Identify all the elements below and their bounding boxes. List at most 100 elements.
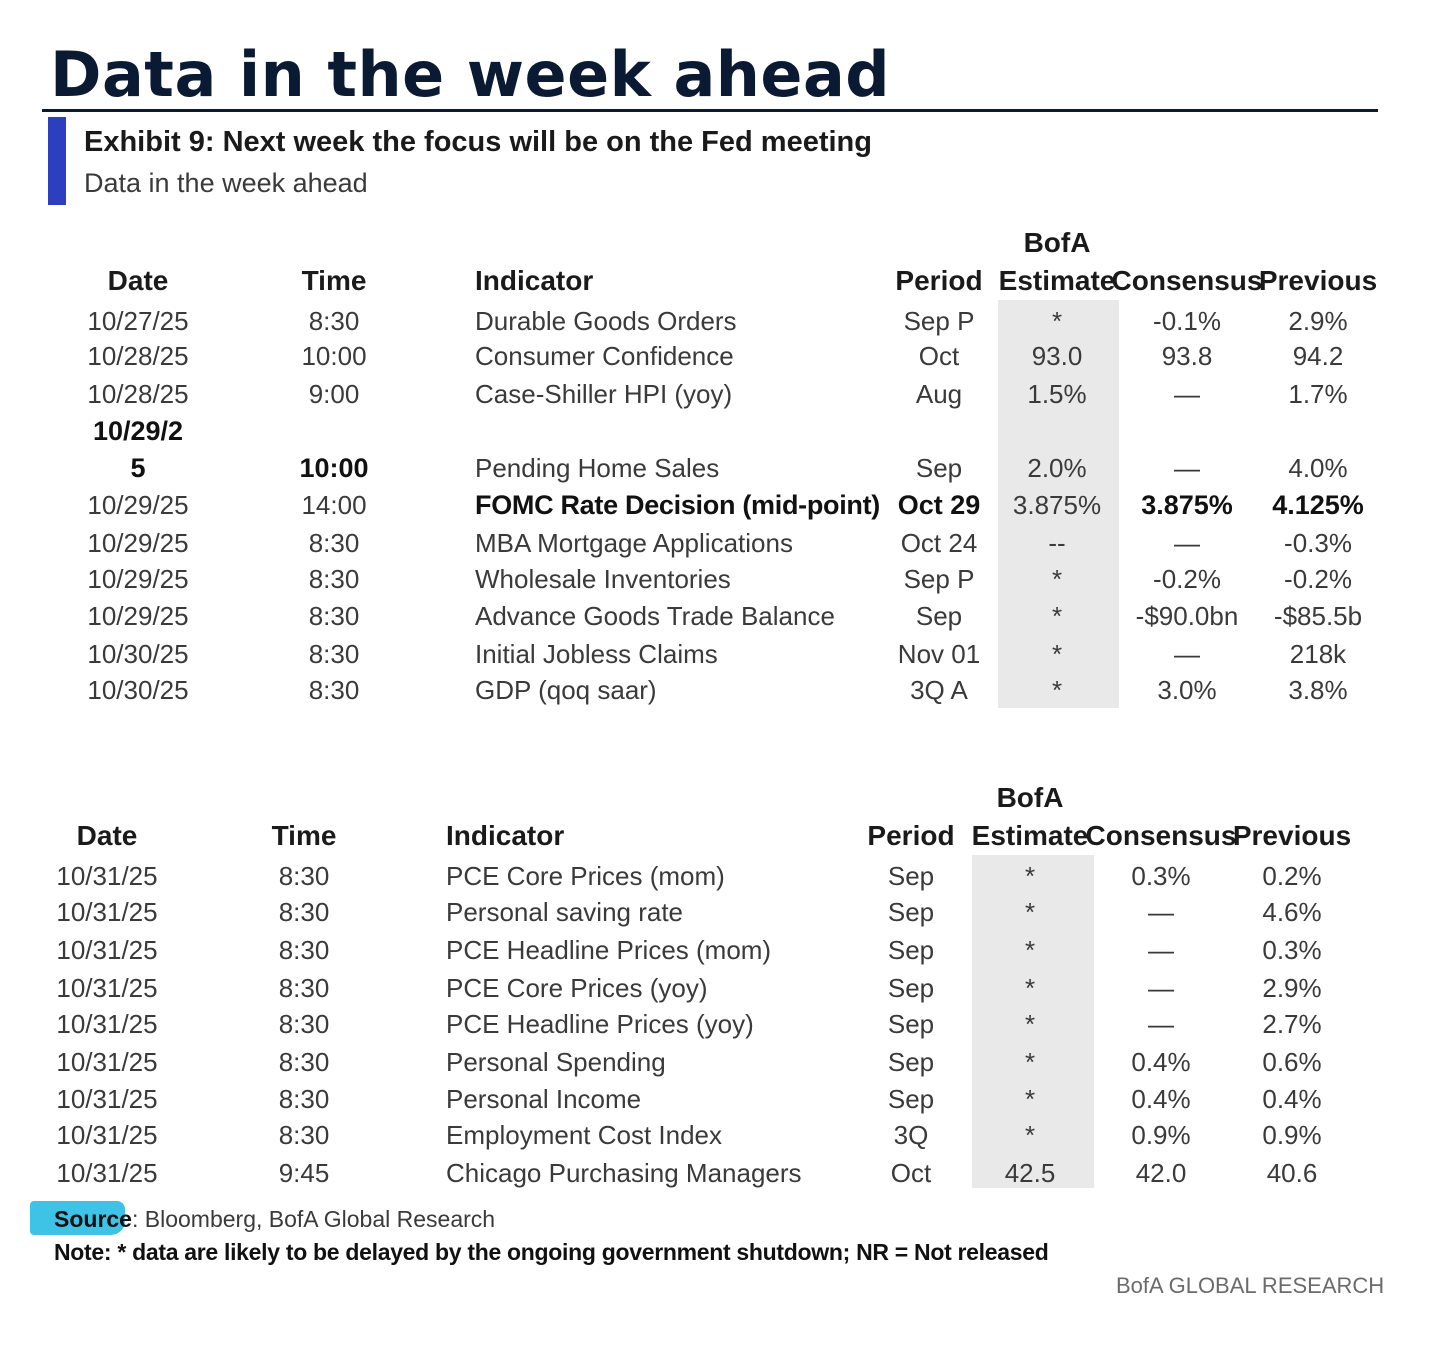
- row-previous: 3.8%: [1288, 675, 1348, 705]
- row-period: 3Q A: [910, 675, 968, 705]
- row-bofa-estimate: 42.5: [1004, 1158, 1056, 1188]
- row-consensus: 0.9%: [1131, 1120, 1191, 1150]
- row-bofa-estimate: *: [1024, 1047, 1036, 1077]
- row-indicator: FOMC Rate Decision (mid-point): [475, 490, 880, 520]
- row-time: 8:30: [308, 675, 360, 705]
- row-indicator: Case-Shiller HPI (yoy): [475, 379, 733, 409]
- row-previous: 4.125%: [1272, 490, 1364, 520]
- row-previous: 0.4%: [1262, 1084, 1322, 1114]
- header-time: Time: [301, 265, 367, 296]
- exhibit-subtitle: Data in the week ahead: [84, 168, 368, 198]
- row-period: Sep: [887, 1009, 935, 1039]
- row-date: 10/31/25: [56, 1009, 158, 1039]
- source-label: Source: [54, 1206, 132, 1232]
- row-previous: -$85.5b: [1273, 601, 1363, 631]
- row-previous: 2.9%: [1288, 306, 1348, 336]
- row-date: 10/29/25: [87, 490, 189, 520]
- row-date: 10/31/25: [56, 935, 158, 965]
- row-date: 10/31/25: [56, 897, 158, 927]
- row-consensus: —: [1174, 379, 1200, 409]
- row-previous: -0.2%: [1284, 564, 1352, 594]
- row-consensus: —: [1148, 935, 1174, 965]
- row-date-line2: 5: [130, 453, 146, 483]
- row-previous: 94.2: [1292, 341, 1344, 371]
- row-date: 10/28/25: [87, 341, 189, 371]
- row-indicator: PCE Headline Prices (mom): [446, 935, 772, 965]
- bofa-estimate-column-shade: [998, 300, 1119, 708]
- row-bofa-estimate: *: [1051, 675, 1063, 705]
- row-bofa-estimate: 3.875%: [1012, 490, 1102, 520]
- row-time: 10:00: [301, 341, 367, 371]
- page-title: Data in the week ahead: [50, 38, 891, 111]
- row-time: 9:00: [308, 379, 360, 409]
- header-indicator: Indicator: [475, 265, 594, 296]
- row-date: 10/31/25: [56, 1047, 158, 1077]
- header-date: Date: [76, 820, 138, 851]
- row-indicator: Pending Home Sales: [475, 453, 720, 483]
- row-bofa-estimate: *: [1024, 1120, 1036, 1150]
- row-indicator: PCE Core Prices (mom): [446, 861, 725, 891]
- row-period: Oct 24: [900, 528, 978, 558]
- row-consensus: 0.4%: [1131, 1047, 1191, 1077]
- row-date: 10/31/25: [56, 861, 158, 891]
- row-time: 8:30: [308, 601, 360, 631]
- header-bofa-line2: Estimate: [998, 265, 1116, 296]
- header-bofa-line2: Estimate: [971, 820, 1089, 851]
- row-time: 14:00: [301, 490, 367, 520]
- row-date: 10/29/25: [87, 601, 189, 631]
- row-period: Oct 29: [897, 490, 981, 520]
- row-consensus: 0.3%: [1131, 861, 1191, 891]
- row-date: 10/31/25: [56, 1120, 158, 1150]
- row-time: 8:30: [308, 639, 360, 669]
- row-date: 10/31/25: [56, 1084, 158, 1114]
- row-consensus: —: [1174, 453, 1200, 483]
- header-indicator: Indicator: [446, 820, 565, 851]
- row-previous: 218k: [1289, 639, 1347, 669]
- row-date: 10/29/25: [87, 528, 189, 558]
- row-previous: 1.7%: [1288, 379, 1348, 409]
- row-consensus: 0.4%: [1131, 1084, 1191, 1114]
- row-time: 10:00: [299, 453, 369, 483]
- row-period: Sep: [915, 453, 963, 483]
- row-consensus: 93.8: [1161, 341, 1213, 371]
- row-consensus: —: [1148, 973, 1174, 1003]
- row-indicator: PCE Core Prices (yoy): [446, 973, 708, 1003]
- row-time: 8:30: [308, 306, 360, 336]
- row-indicator: PCE Headline Prices (yoy): [446, 1009, 754, 1039]
- row-indicator: Personal Income: [446, 1084, 642, 1114]
- row-date: 10/29/25: [87, 564, 189, 594]
- note-line: Note: * data are likely to be delayed by…: [54, 1239, 1049, 1265]
- row-previous: 2.9%: [1262, 973, 1322, 1003]
- row-consensus: -0.1%: [1153, 306, 1221, 336]
- row-bofa-estimate: 93.0: [1031, 341, 1083, 371]
- row-period: Sep P: [903, 306, 975, 336]
- row-period: Sep: [887, 973, 935, 1003]
- row-previous: 2.7%: [1262, 1009, 1322, 1039]
- header-previous: Previous: [1258, 265, 1378, 296]
- row-bofa-estimate: *: [1051, 306, 1063, 336]
- row-bofa-estimate: *: [1051, 639, 1063, 669]
- row-time: 8:30: [278, 1120, 330, 1150]
- row-previous: 0.2%: [1262, 861, 1322, 891]
- row-indicator: Chicago Purchasing Managers: [446, 1158, 802, 1188]
- header-period: Period: [867, 820, 955, 851]
- row-consensus: —: [1174, 639, 1200, 669]
- source-highlight: [30, 1201, 125, 1235]
- row-period: Aug: [915, 379, 963, 409]
- header-consensus: Consensus: [1111, 265, 1263, 296]
- row-consensus: —: [1148, 897, 1174, 927]
- row-time: 8:30: [278, 897, 330, 927]
- title-rule: [42, 109, 1378, 112]
- row-time: 9:45: [278, 1158, 330, 1188]
- row-time: 8:30: [308, 564, 360, 594]
- row-time: 8:30: [278, 973, 330, 1003]
- row-bofa-estimate: *: [1024, 861, 1036, 891]
- row-date: 10/27/25: [87, 306, 189, 336]
- row-indicator: Initial Jobless Claims: [475, 639, 718, 669]
- row-period: Sep: [887, 935, 935, 965]
- footer-brand: BofA GLOBAL RESEARCH: [1116, 1273, 1385, 1298]
- row-indicator: Durable Goods Orders: [475, 306, 737, 336]
- row-date: 10/31/25: [56, 1158, 158, 1188]
- row-indicator: Personal saving rate: [446, 897, 684, 927]
- row-period: Oct: [890, 1158, 932, 1188]
